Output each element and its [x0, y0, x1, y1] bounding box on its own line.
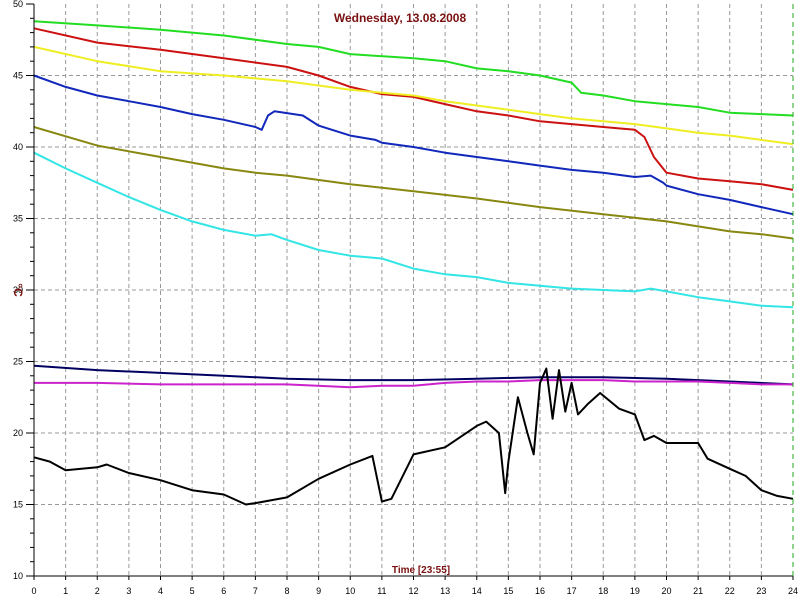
- x-tick-label: 1: [63, 586, 68, 596]
- x-tick-label: 6: [221, 586, 226, 596]
- series-line: [33, 20, 794, 117]
- x-tick-label: 8: [284, 586, 289, 596]
- x-tick-label: 13: [440, 586, 450, 596]
- x-tick-label: 20: [661, 586, 671, 596]
- y-tick-label: 50: [13, 0, 23, 9]
- series-line: [33, 74, 794, 216]
- x-tick-label: 2: [95, 586, 100, 596]
- y-tick-label: 45: [13, 71, 23, 81]
- x-tick-label: 4: [158, 586, 163, 596]
- x-tick-label: 0: [31, 586, 36, 596]
- x-tick-label: 12: [408, 586, 418, 596]
- series-line: [34, 379, 793, 389]
- x-axis-label: Time [23:55]: [392, 565, 450, 576]
- series-line: [33, 27, 794, 191]
- y-tick-label: 20: [13, 428, 23, 438]
- y-tick-label: 25: [13, 357, 23, 367]
- x-tick-label: 19: [630, 586, 640, 596]
- series-lines: [33, 20, 794, 506]
- x-tick-label: 24: [788, 586, 798, 596]
- y-tick-label: 35: [13, 214, 23, 224]
- series-line: [33, 367, 794, 506]
- series-line: [33, 151, 794, 309]
- x-tick-label: 10: [345, 586, 355, 596]
- y-tick-label: 10: [13, 571, 23, 581]
- series-line: [33, 45, 794, 146]
- x-tick-label: 23: [756, 586, 766, 596]
- x-tick-label: 5: [190, 586, 195, 596]
- chart-title: Wednesday, 13.08.2008: [334, 11, 467, 25]
- y-tick-label: 15: [13, 500, 23, 510]
- y-tick-label: 30: [13, 285, 23, 295]
- y-tick-labels: 10 15 20 25 30 35 40 45 50: [13, 0, 23, 581]
- series-line: [33, 364, 794, 386]
- x-tick-label: 9: [316, 586, 321, 596]
- minor-ticks: [26, 3, 34, 577]
- series-line: [33, 126, 794, 240]
- x-tick-label: 15: [503, 586, 513, 596]
- x-tick-labels: 0 1 2 3 4 5 6 7 8 9 10 11 12 13 14 15 16 17 18 19 20 21 22 23 24: [31, 586, 798, 596]
- x-tick-label: 3: [126, 586, 131, 596]
- y-tick-label: 40: [13, 142, 23, 152]
- x-tick-label: 16: [535, 586, 545, 596]
- x-tick-label: 17: [567, 586, 577, 596]
- x-tick-label: 18: [598, 586, 608, 596]
- x-tick-label: 14: [472, 586, 482, 596]
- x-tick-label: 21: [693, 586, 703, 596]
- axes: [33, 4, 794, 580]
- x-tick-label: 7: [253, 586, 258, 596]
- x-tick-label: 22: [725, 586, 735, 596]
- x-tick-label: 11: [377, 586, 386, 596]
- grid-lines: [34, 4, 793, 576]
- y-axis-label: °C: [11, 283, 25, 297]
